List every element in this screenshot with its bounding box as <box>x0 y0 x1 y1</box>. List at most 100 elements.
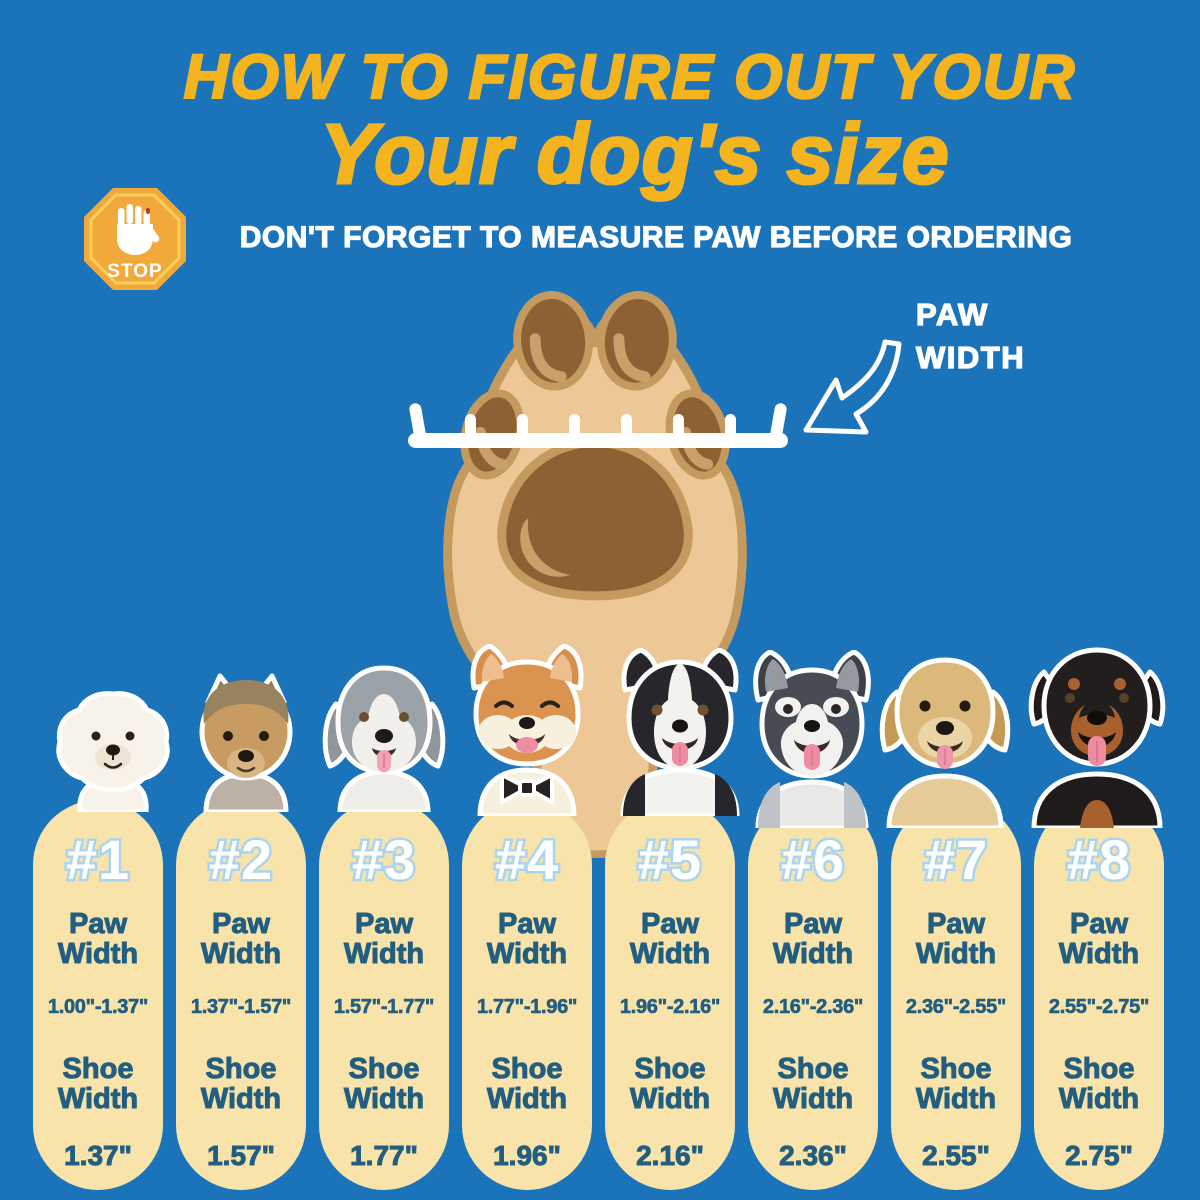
shoe-width-label: Shoe Width <box>772 1052 854 1115</box>
dog-muzzle-bridge <box>1079 700 1115 718</box>
size-card-1: #1 Paw Width 1.00"-1.37" Shoe Width 1.37… <box>33 800 163 1190</box>
paw-width-range: 1.37"-1.57" <box>190 995 292 1018</box>
dog-photo-bearded-collie <box>322 665 446 812</box>
shoe-width-label: Shoe Width <box>57 1052 139 1115</box>
dog-brow-dot <box>1068 678 1080 690</box>
dog-eye <box>399 712 409 722</box>
size-number: #7 <box>921 828 989 891</box>
dog-nose <box>375 729 393 743</box>
page-title-line2: Your dog's size <box>319 106 950 203</box>
dog-inner-ear <box>481 654 504 682</box>
measuring-ruler <box>408 403 788 448</box>
paw-width-range: 2.16"-2.36" <box>762 995 864 1018</box>
dog-eye <box>1065 693 1075 703</box>
size-number: #4 <box>492 828 560 891</box>
dog-mask <box>780 704 844 776</box>
dog-chest-marking <box>1080 800 1114 828</box>
shoe-width-value: 1.77" <box>350 1140 419 1172</box>
shoe-width-label: Shoe Width <box>343 1052 425 1115</box>
dog-nose <box>804 720 820 732</box>
dog-fringe <box>203 680 289 724</box>
dog-head <box>56 691 170 793</box>
stop-octagon-inner-border <box>89 193 181 285</box>
paw-width-label: Paw Width <box>629 908 711 970</box>
curved-arrow-icon <box>803 339 902 435</box>
paw-width-range: 1.00"-1.37" <box>47 995 149 1018</box>
stop-label: STOP <box>107 261 162 282</box>
size-card-6: #6 Paw Width 2.16"-2.36" Shoe Width 2.36… <box>748 800 878 1190</box>
dog-brow-dot <box>1114 678 1126 690</box>
paw-width-callout-line2: WIDTH <box>915 339 1026 375</box>
dog-photo-shiba-inu <box>470 644 584 816</box>
dog-nose <box>238 750 254 762</box>
shoe-width-label: Shoe Width <box>629 1052 711 1115</box>
shoe-width-value: 1.57" <box>207 1140 276 1172</box>
subtitle-warning: DON'T FORGET TO MEASURE PAW BEFORE ORDER… <box>239 220 1073 254</box>
dog-nose <box>936 721 954 735</box>
paw-main-pad-highlight <box>520 518 571 577</box>
dog-photo-border-collie <box>620 648 740 816</box>
dog-muzzle <box>227 748 265 778</box>
paw-width-label: Paw Width <box>343 908 425 970</box>
paw-illustration <box>443 291 747 858</box>
size-number: #3 <box>349 828 417 891</box>
size-card-5: #5 Paw Width 1.96"-2.16" Shoe Width 2.16… <box>605 800 735 1190</box>
dog-photo-bichon-frise <box>56 691 170 812</box>
dog-chest-marking <box>623 774 645 816</box>
dog-eye <box>783 704 793 714</box>
dog-body <box>886 773 1004 828</box>
paw-width-range: 2.55"-2.75" <box>1048 995 1150 1018</box>
dog-photo-golden-retriever <box>879 657 1011 828</box>
dog-muzzle <box>918 717 972 759</box>
size-card-7: #7 Paw Width 2.36"-2.55" Shoe Width 2.55… <box>891 800 1021 1190</box>
dog-eye <box>697 704 709 716</box>
shoe-width-value: 2.75" <box>1065 1140 1134 1172</box>
dog-eye <box>125 731 135 741</box>
dog-eye <box>959 700 971 712</box>
dog-nose <box>672 719 688 733</box>
dog-body <box>337 769 431 812</box>
dog-eye <box>919 700 931 712</box>
dog-eye <box>540 700 560 708</box>
size-number: #5 <box>635 828 703 891</box>
size-number: #2 <box>206 828 274 891</box>
shoe-width-label: Shoe Width <box>200 1052 282 1115</box>
paw-width-range: 1.57"-1.77" <box>333 995 435 1018</box>
dog-nose <box>106 744 120 756</box>
shoe-width-label: Shoe Width <box>486 1052 568 1115</box>
dog-chest-marking <box>715 774 737 816</box>
dog-inner-ear <box>836 659 860 692</box>
dog-inner-ear <box>550 654 573 682</box>
dog-mouth <box>236 766 256 773</box>
stop-sign-icon: STOP <box>84 188 186 290</box>
shoe-width-value: 1.96" <box>493 1140 562 1172</box>
dog-photo-husky <box>753 650 871 828</box>
paw-width-callout: PAW WIDTH <box>915 294 1026 380</box>
paw-width-range: 1.96"-2.16" <box>619 995 721 1018</box>
dog-muzzle <box>504 715 550 753</box>
paw-width-label: Paw Width <box>1058 908 1140 970</box>
size-number: #8 <box>1064 828 1132 891</box>
dog-eye <box>259 731 269 741</box>
shoe-width-label: Shoe Width <box>915 1052 997 1115</box>
shoe-width-value: 2.16" <box>636 1140 705 1172</box>
paw-width-label: Paw Width <box>486 908 568 970</box>
paw-width-label: Paw Width <box>57 908 139 970</box>
paw-width-label: Paw Width <box>200 908 282 970</box>
dog-eye <box>494 700 514 708</box>
size-card-2: #2 Paw Width 1.37"-1.57" Shoe Width 1.57… <box>176 800 306 1190</box>
paw-width-callout-line1: PAW <box>915 296 989 332</box>
paw-width-range: 2.36"-2.55" <box>905 995 1007 1018</box>
dog-chest-marking <box>844 782 866 828</box>
dog-tongue <box>516 737 538 753</box>
shoe-width-value: 2.55" <box>922 1140 991 1172</box>
dog-nose <box>519 717 535 729</box>
dog-eye <box>651 704 663 716</box>
bow-tie <box>500 773 554 804</box>
dog-photo-yorkshire-terrier <box>199 673 293 812</box>
hand-icon <box>117 204 160 255</box>
shoe-width-label: Shoe Width <box>1058 1052 1140 1115</box>
shoe-width-value: 2.36" <box>779 1140 848 1172</box>
dog-eye <box>359 712 369 722</box>
